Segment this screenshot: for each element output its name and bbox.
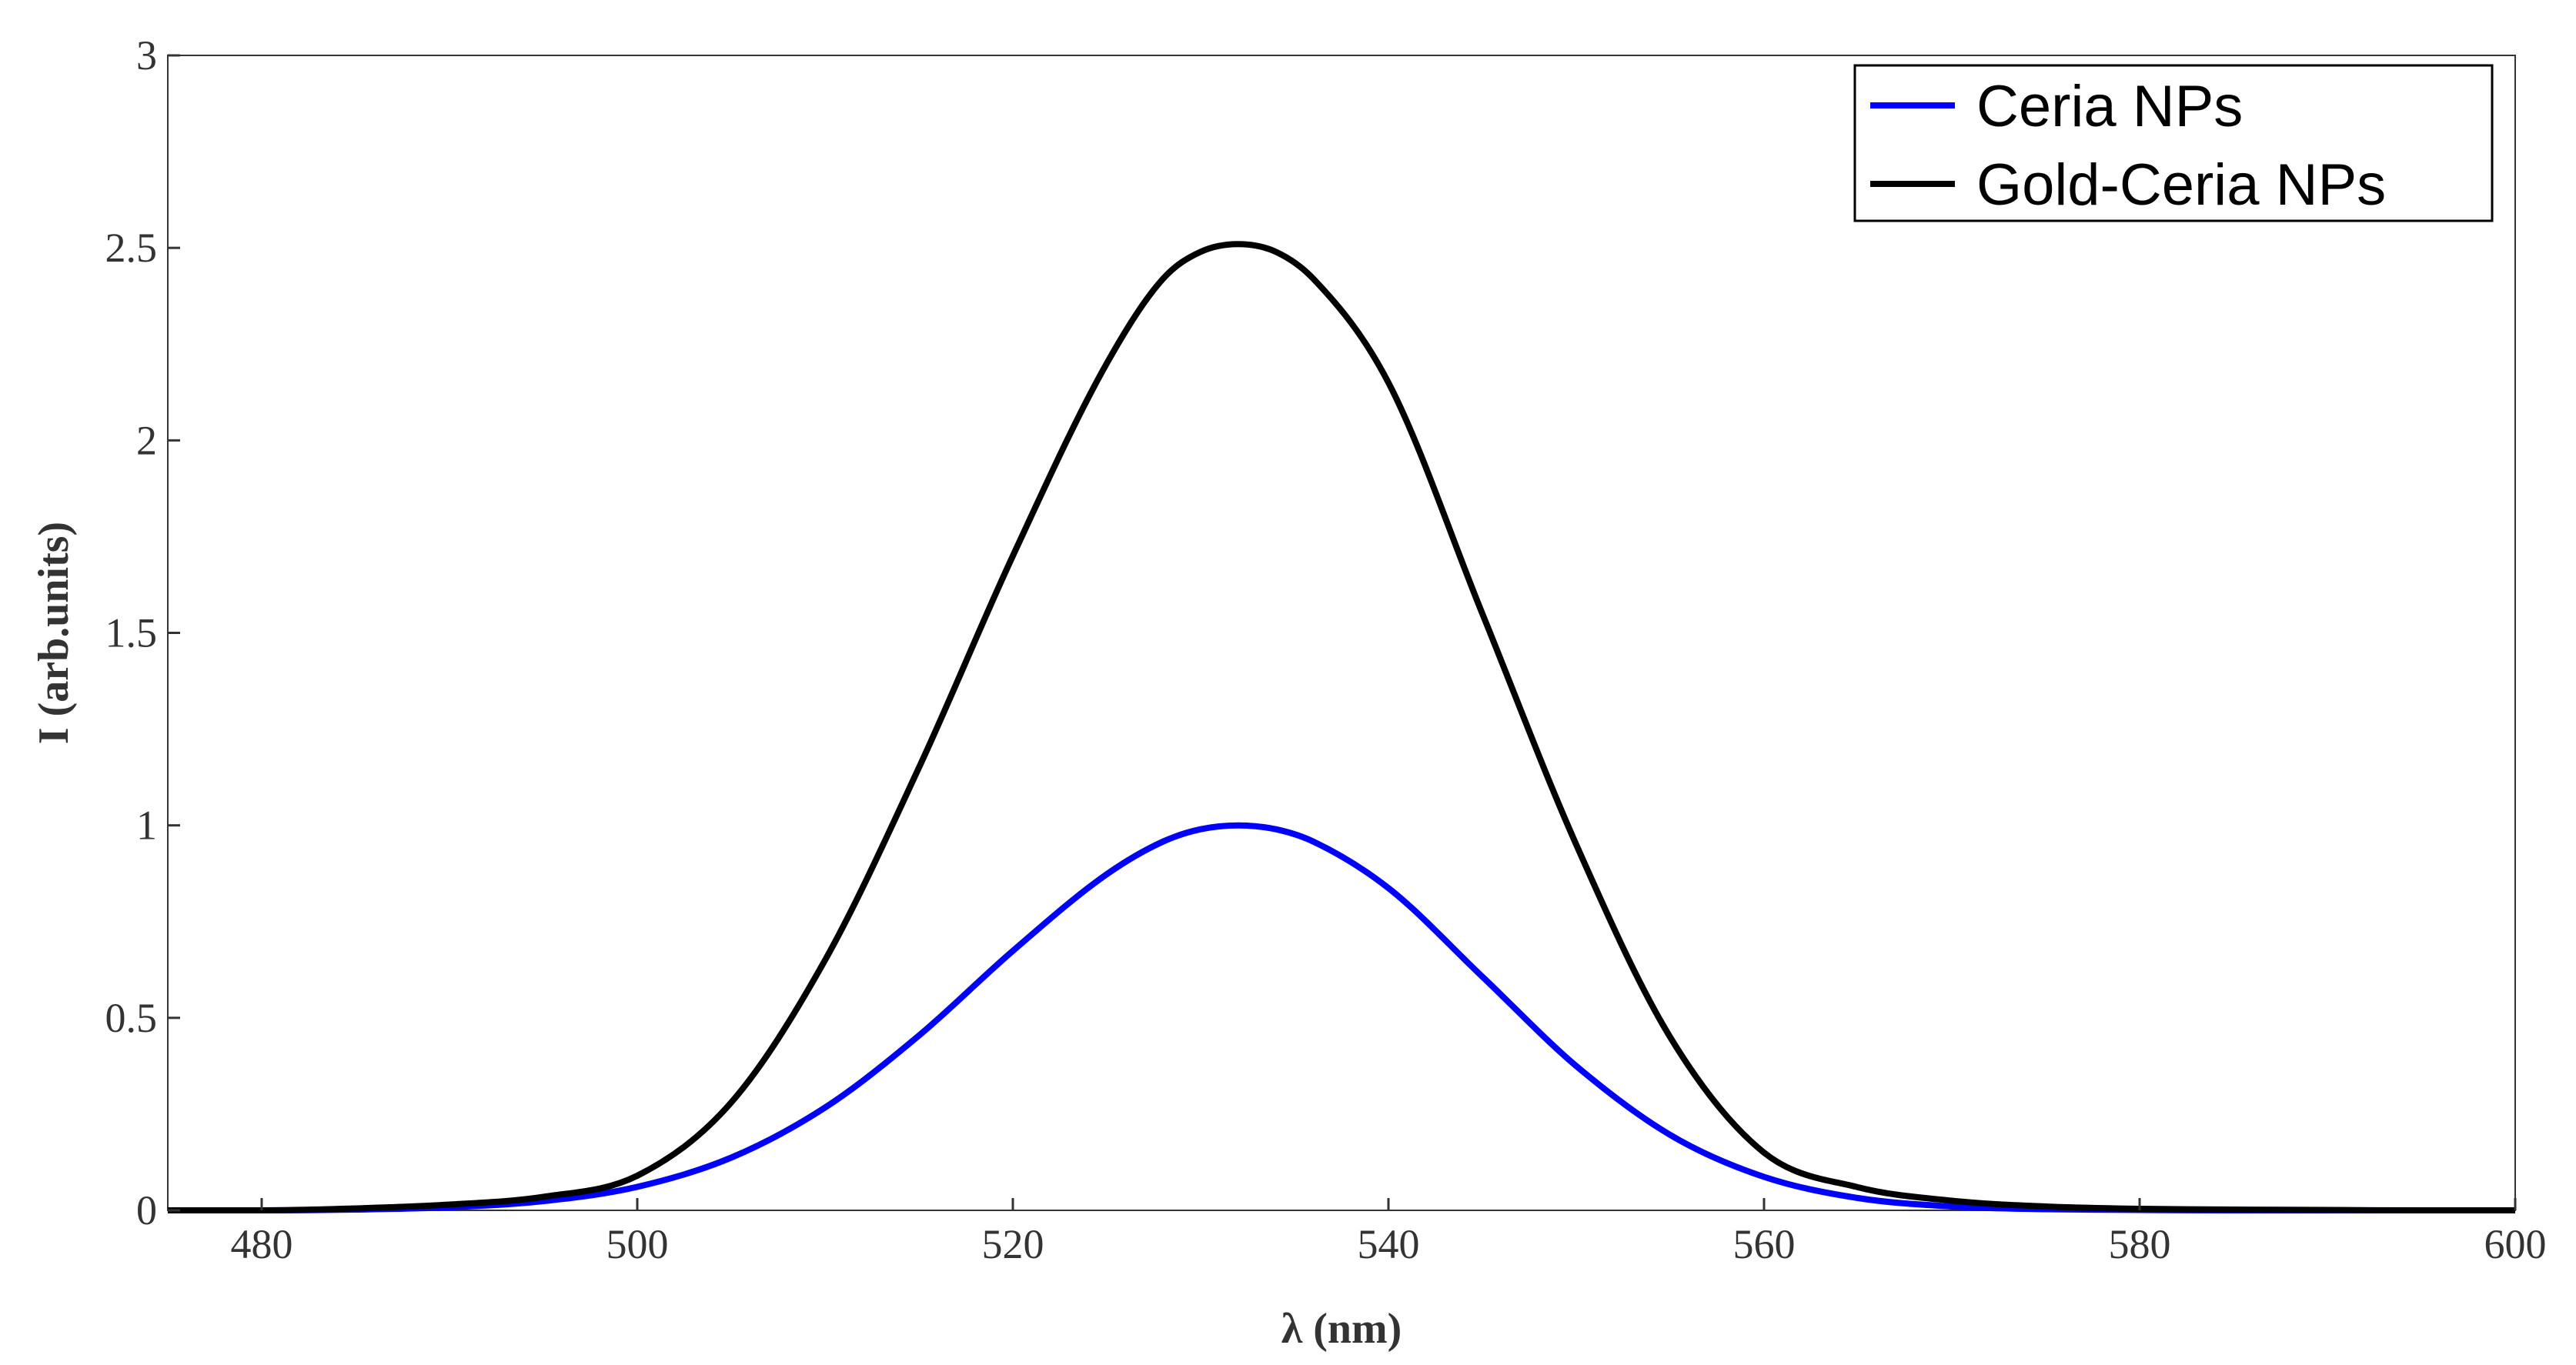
x-tick-label: 500	[606, 1221, 669, 1267]
x-tick-label: 520	[982, 1221, 1044, 1267]
x-axis-ticks: 480 500 520 540 560 580 600	[231, 1198, 2547, 1267]
x-axis-label: λ (nm)	[1281, 1305, 1402, 1353]
y-tick-label: 0	[136, 1187, 157, 1233]
y-tick-label: 2.5	[105, 225, 158, 271]
series-line-ceria-nps	[167, 822, 2515, 1214]
y-tick-label: 3	[136, 32, 157, 78]
series-line-gold-ceria-nps	[167, 241, 2515, 1214]
y-axis-ticks: 0 0.5 1 1.5 2 2.5 3	[105, 32, 180, 1233]
legend: Ceria NPs Gold-Ceria NPs	[1853, 64, 2494, 222]
y-axis-label: I (arb.units)	[30, 522, 78, 744]
x-tick-label: 560	[1733, 1221, 1796, 1267]
x-tick-label: 580	[2109, 1221, 2171, 1267]
legend-label: Gold-Ceria NPs	[1976, 152, 2386, 218]
y-tick-label: 1	[136, 803, 157, 849]
x-tick-label: 600	[2484, 1221, 2547, 1267]
x-tick-label: 540	[1358, 1221, 1420, 1267]
x-tick-label: 480	[231, 1221, 293, 1267]
y-tick-label: 1.5	[105, 610, 158, 656]
plot-frame	[167, 55, 2516, 1211]
y-tick-label: 2	[136, 417, 157, 463]
legend-label: Ceria NPs	[1976, 74, 2243, 139]
series-layer	[167, 241, 2515, 1214]
legend-box	[1853, 64, 2494, 222]
plot-border	[167, 55, 2516, 1211]
y-tick-label: 0.5	[105, 995, 158, 1041]
